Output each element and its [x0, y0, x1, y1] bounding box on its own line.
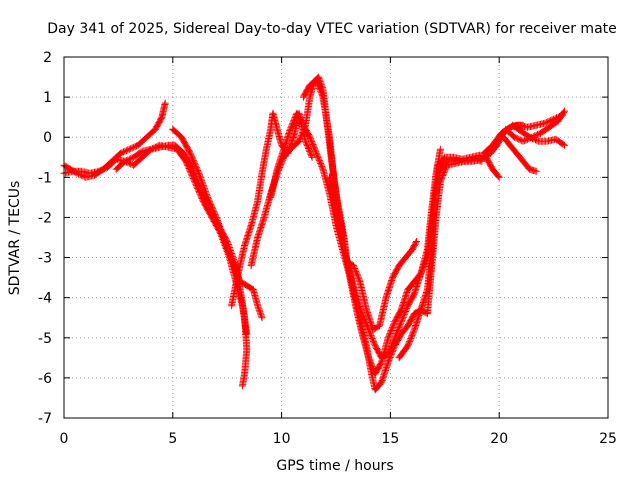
y-axis-ticks: -7 -6 -5 -4 -3 -2 -1 0 1 2: [38, 50, 608, 427]
y-tick-label: 0: [43, 130, 52, 146]
x-tick-label: 0: [60, 431, 69, 447]
y-tick-label: -3: [38, 251, 52, 267]
y-tick-label: -7: [38, 411, 52, 427]
x-tick-label: 5: [168, 431, 177, 447]
data-point-markers: [326, 145, 444, 362]
y-tick-label: -1: [38, 170, 52, 186]
x-tick-label: 20: [490, 431, 508, 447]
series-arc-12: [500, 133, 540, 175]
chart-title: Day 341 of 2025, Sidereal Day-to-day VTE…: [47, 21, 617, 37]
data-point-markers: [395, 151, 503, 362]
x-axis-ticks: 0 5 10 15 20 25: [60, 57, 617, 447]
series-arc-14: [508, 121, 568, 149]
data-point-markers: [508, 121, 568, 149]
x-tick-label: 15: [381, 431, 399, 447]
y-tick-label: 1: [43, 90, 52, 106]
x-axis-label: GPS time / hours: [276, 458, 393, 474]
y-tick-label: -6: [38, 371, 52, 387]
y-axis-label: SDTVAR / TECUs: [7, 181, 23, 296]
x-tick-label: 10: [273, 431, 291, 447]
data-point-markers: [267, 109, 486, 378]
y-tick-label: 2: [43, 50, 52, 66]
data-marks: [60, 73, 568, 394]
x-tick-label: 25: [599, 431, 617, 447]
series-arc-13: [502, 107, 568, 145]
data-point-markers: [502, 107, 568, 145]
y-tick-label: -5: [38, 331, 52, 347]
series-arc-9: [326, 145, 444, 362]
data-point-markers: [299, 77, 527, 394]
y-tick-label: -2: [38, 210, 52, 226]
data-point-markers: [500, 133, 540, 175]
series-arc-10: [395, 151, 503, 362]
plot-frame: [63, 56, 609, 419]
series-arc-7: [267, 109, 486, 378]
series-arc-8: [299, 77, 527, 394]
y-tick-label: -4: [38, 291, 52, 307]
